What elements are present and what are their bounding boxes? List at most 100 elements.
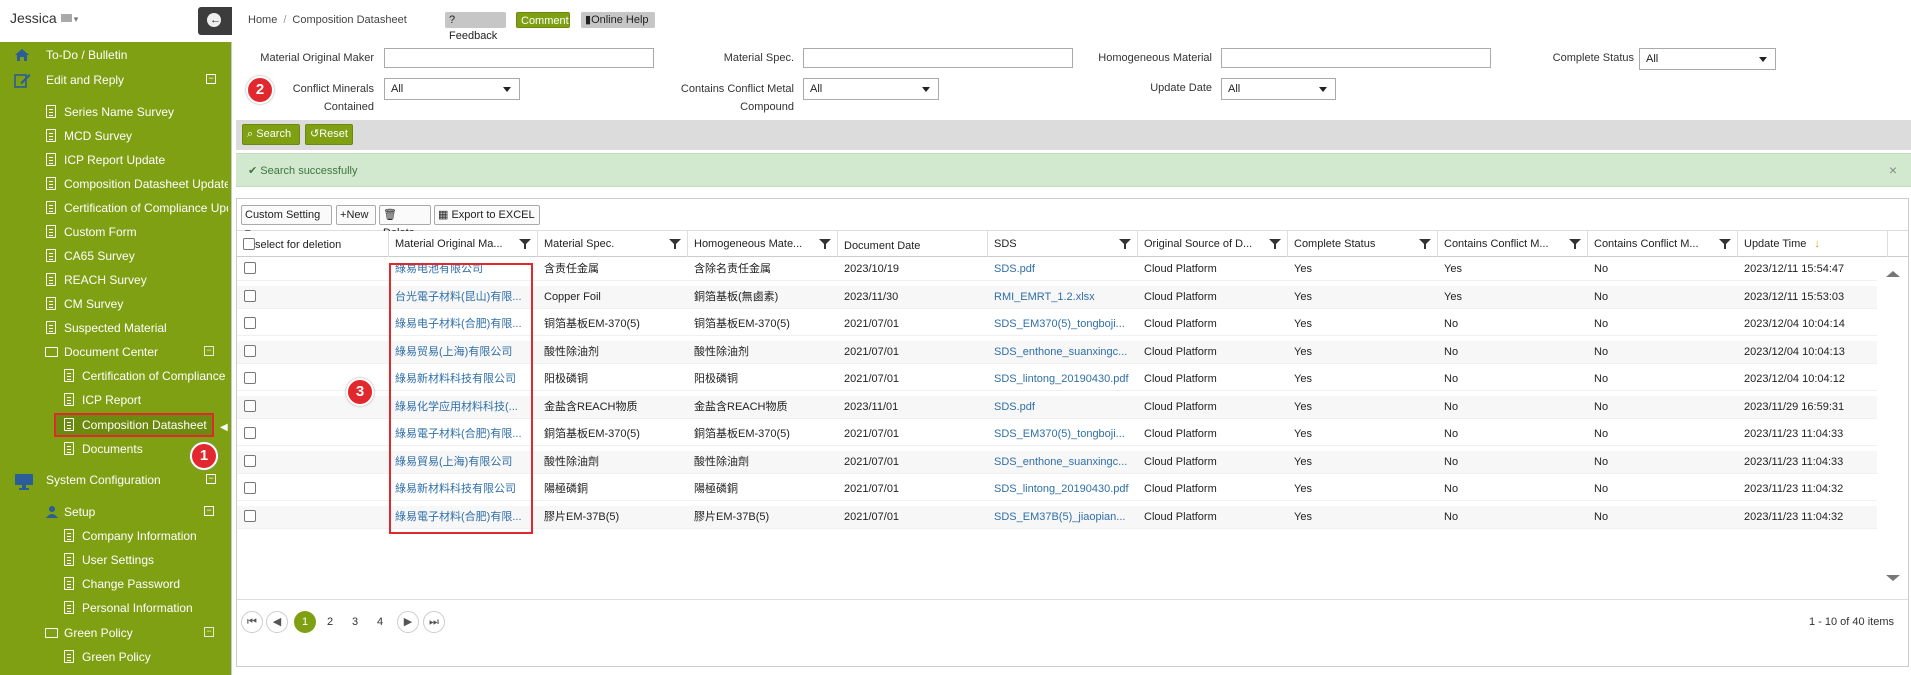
column-update-time[interactable]: Update Time ↓ <box>1738 231 1888 257</box>
row-select-checkbox[interactable] <box>244 344 256 357</box>
filter-icon[interactable] <box>1719 239 1731 249</box>
sidebar-resize-handle-icon[interactable]: ◀ <box>220 422 228 433</box>
maker-input[interactable] <box>384 48 654 68</box>
column-select-for-deletion[interactable]: select for deletion <box>237 231 389 257</box>
new-button[interactable]: +New <box>336 205 376 225</box>
sidebar-item-ca65-survey[interactable]: CA65 Survey <box>0 248 228 266</box>
column-homogeneous-material[interactable]: Homogeneous Mate... <box>688 231 838 257</box>
table-row[interactable]: 綠易電子材料(合肥)有限... 膠片EM-37B(5) 膠片EM-37B(5) 202… <box>237 505 1877 529</box>
table-cell-link[interactable]: SDS.pdf <box>994 263 1035 275</box>
sidebar-item-company-information[interactable]: Company Information <box>0 528 228 546</box>
table-row[interactable]: 綠易化学应用材料科技(... 金盐含REACH物质 金盐含REACH物质 2023/1… <box>237 395 1877 419</box>
filter-icon[interactable] <box>669 239 681 249</box>
column-conflict-compound[interactable]: Contains Conflict M... <box>1588 231 1738 257</box>
row-select-checkbox[interactable] <box>244 289 256 302</box>
table-cell-link[interactable]: SDS_lintong_20190430.pdf <box>994 483 1129 495</box>
sidebar-item-personal-information[interactable]: Personal Information <box>0 600 228 618</box>
spec-input[interactable] <box>803 48 1073 68</box>
column-document-date[interactable]: Document Date <box>838 231 988 257</box>
last-page-button[interactable]: ⏭ <box>423 611 445 633</box>
column-material-spec[interactable]: Material Spec. <box>538 231 688 257</box>
sidebar-item-reach-survey[interactable]: REACH Survey <box>0 272 228 290</box>
table-cell-link[interactable]: SDS_lintong_20190430.pdf <box>994 373 1129 385</box>
select-all-checkbox[interactable] <box>243 238 255 250</box>
collapse-icon[interactable]: − <box>204 506 214 516</box>
close-icon[interactable]: × <box>1888 162 1897 178</box>
sidebar-item-todo[interactable]: To-Do / Bulletin <box>0 47 228 65</box>
filter-icon[interactable] <box>1269 239 1281 249</box>
collapse-icon[interactable]: − <box>206 74 216 84</box>
sidebar-item-certification-of-compliance[interactable]: Certification of Compliance <box>0 368 228 386</box>
table-row[interactable]: 綠易貿易(上海)有限公司 酸性除油劑 酸性除油劑 2021/07/01 SDS_enth… <box>237 450 1877 474</box>
page-2-button[interactable]: 2 <box>326 616 334 628</box>
column-conflict-minerals[interactable]: Contains Conflict M... <box>1438 231 1588 257</box>
table-cell-link[interactable]: SDS_EM370(5)_tongboji... <box>994 428 1125 440</box>
sort-desc-icon[interactable]: ↓ <box>1814 238 1820 250</box>
sidebar-item-suspected-material[interactable]: Suspected Material <box>0 320 228 338</box>
table-cell-link[interactable]: SDS.pdf <box>994 400 1035 413</box>
table-row[interactable]: 綠易新材料科技有限公司 阳极磷铜 阳极磷铜 2021/07/01 SDS_lintong… <box>237 368 1877 391</box>
sidebar-item-cm-survey[interactable]: CM Survey <box>0 296 228 314</box>
table-row[interactable]: 綠易電子材料(合肥)有限... 銅箔基板EM-370(5) 銅箔基板EM-370(5… <box>237 423 1877 446</box>
row-select-checkbox[interactable] <box>244 317 256 329</box>
feedback-button[interactable]: ?Feedback <box>445 12 506 42</box>
sidebar-item-mcd-survey[interactable]: MCD Survey <box>0 128 228 146</box>
sidebar-item-setup[interactable]: Setup − <box>0 504 228 522</box>
collapse-sidebar-button[interactable]: ← <box>198 7 232 35</box>
row-select-checkbox[interactable] <box>244 427 256 439</box>
column-complete-status[interactable]: Complete Status <box>1288 231 1438 257</box>
next-page-button[interactable]: ▶ <box>397 611 419 633</box>
sidebar-item-custom-form[interactable]: Custom Form <box>0 224 228 242</box>
filter-icon[interactable] <box>819 239 831 249</box>
sidebar-item-user-settings[interactable]: User Settings <box>0 552 228 570</box>
row-select-checkbox[interactable] <box>244 509 256 522</box>
collapse-icon[interactable]: − <box>204 346 214 356</box>
column-sds[interactable]: SDS <box>988 231 1138 257</box>
sidebar-item-documents[interactable]: Documents <box>0 441 228 459</box>
sidebar-item-composition-datasheet-update[interactable]: Composition Datasheet Update <box>0 176 228 194</box>
page-1-button[interactable]: 1 <box>294 611 316 633</box>
export-excel-button[interactable]: ▦ Export to EXCEL <box>434 205 540 225</box>
row-select-checkbox[interactable] <box>244 454 256 467</box>
complete-status-select[interactable]: All <box>1639 48 1776 70</box>
sidebar-item-green-policy-folder[interactable]: Green Policy − <box>0 625 228 643</box>
row-select-checkbox[interactable] <box>244 372 256 384</box>
filter-icon[interactable] <box>519 239 531 249</box>
search-button[interactable]: ⌕ Search <box>242 124 300 145</box>
sidebar-item-document-center[interactable]: Document Center − <box>0 344 228 362</box>
sidebar-item-system-configuration[interactable]: System Configuration − <box>0 472 228 492</box>
column-original-source[interactable]: Original Source of D... <box>1138 231 1288 257</box>
table-row[interactable]: 綠易贸易(上海)有限公司 酸性除油剂 酸性除油剂 2021/07/01 SDS_enth… <box>237 340 1877 364</box>
table-cell-link[interactable]: RMI_EMRT_1.2.xlsx <box>994 290 1095 303</box>
page-3-button[interactable]: 3 <box>351 616 359 628</box>
reset-button[interactable]: ↺Reset <box>305 124 353 145</box>
table-cell-link[interactable]: SDS_enthone_suanxingc... <box>994 455 1128 468</box>
table-row[interactable]: 綠易新材料科技有限公司 陽極磷銅 陽極磷銅 2021/07/01 SDS_lintong… <box>237 478 1877 501</box>
custom-setting-dropdown[interactable]: Custom Setting ▾ <box>241 205 332 239</box>
sidebar-item-icp-report[interactable]: ICP Report <box>0 392 228 410</box>
row-select-checkbox[interactable] <box>244 399 256 412</box>
first-page-button[interactable]: ⏮ <box>241 611 263 633</box>
table-row[interactable]: 綠易电池有限公司 含责任金属 含除名责任金属 2023/10/19 SDS.pdf Clo… <box>237 258 1877 281</box>
sidebar-item-change-password[interactable]: Change Password <box>0 576 228 594</box>
table-cell-link[interactable]: SDS_enthone_suanxingc... <box>994 345 1128 358</box>
table-cell-link[interactable]: SDS_EM370(5)_tongboji... <box>994 318 1125 330</box>
prev-page-button[interactable]: ◀ <box>266 611 288 633</box>
sidebar-item-series-name-survey[interactable]: Series Name Survey <box>0 104 228 122</box>
sidebar-item-edit-and-reply[interactable]: Edit and Reply − <box>0 72 228 90</box>
homogeneous-input[interactable] <box>1221 48 1491 68</box>
delete-button[interactable]: 🗑Delete <box>379 205 431 239</box>
filter-icon[interactable] <box>1569 239 1581 249</box>
table-cell-link[interactable]: SDS_EM37B(5)_jiaopian... <box>994 510 1126 523</box>
page-4-button[interactable]: 4 <box>376 616 384 628</box>
update-date-select[interactable]: All <box>1221 78 1336 100</box>
breadcrumb-home[interactable]: Home <box>248 14 278 26</box>
row-select-checkbox[interactable] <box>244 482 256 494</box>
filter-icon[interactable] <box>1119 239 1131 249</box>
filter-icon[interactable] <box>1419 239 1431 249</box>
sidebar-item-composition-datasheet[interactable]: Composition Datasheet <box>0 417 228 435</box>
table-row[interactable]: 台光電子材料(昆山)有限... Copper Foil 銅箔基板(無鹵素) 2023/… <box>237 285 1877 309</box>
sidebar-item-green-policy[interactable]: Green Policy <box>0 649 228 667</box>
conflict-minerals-select[interactable]: All <box>384 78 520 100</box>
sidebar-item-coc-update[interactable]: Certification of Compliance Update <box>0 200 228 218</box>
